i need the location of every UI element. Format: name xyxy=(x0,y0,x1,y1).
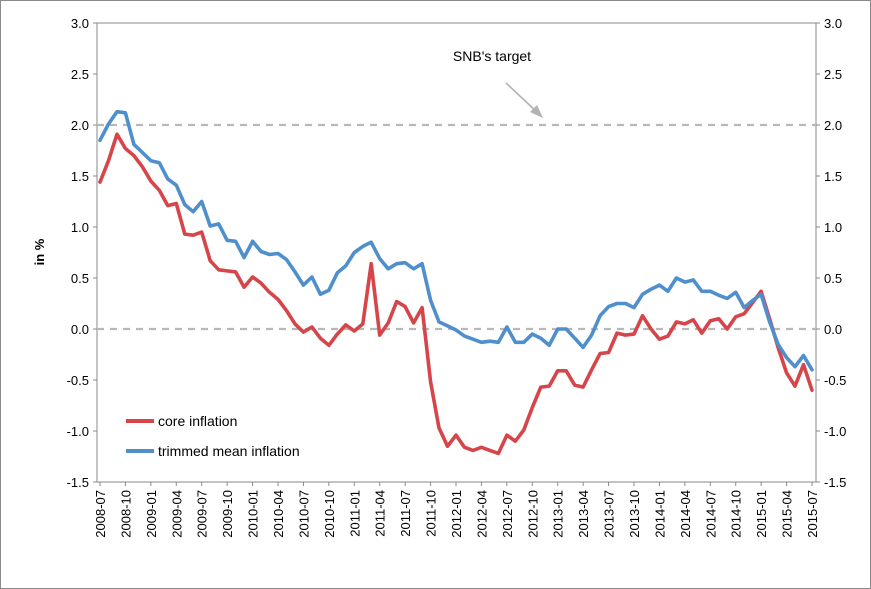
y-right-tick-label: -1.0 xyxy=(824,424,846,439)
x-tick-label: 2014-10 xyxy=(729,490,744,538)
y-left-tick-label: 1.5 xyxy=(71,169,89,184)
x-tick-label: 2011-04 xyxy=(373,490,388,537)
series-lines xyxy=(98,109,814,456)
y-left-tick-label: 2.0 xyxy=(71,118,89,133)
y-left-tick-label: 0.0 xyxy=(71,322,89,337)
y-right-tick-label: -0.5 xyxy=(824,373,846,388)
x-tick-label: 2014-01 xyxy=(652,490,667,538)
y-right-tick-label: 2.0 xyxy=(824,118,842,133)
x-tick-label: 2008-10 xyxy=(118,490,133,538)
y-left-tick-label: -0.5 xyxy=(67,373,89,388)
x-tick-label: 2009-07 xyxy=(195,490,210,538)
legend-label-core: core inflation xyxy=(158,413,237,429)
y-left-tick-label: -1.5 xyxy=(67,475,89,490)
y-left-tick-label: 1.0 xyxy=(71,220,89,235)
x-tick-label: 2010-10 xyxy=(322,490,337,538)
x-tick-label: 2014-04 xyxy=(678,490,693,538)
x-tick-label: 2015-07 xyxy=(805,490,820,538)
x-tick-label: 2012-04 xyxy=(474,490,489,538)
x-tick-label: 2013-10 xyxy=(627,490,642,538)
x-tick-label: 2015-04 xyxy=(780,490,795,538)
y-axis-left: 3.0 2.5 2.0 1.5 1.0 0.5 0.0 -0.5 -1.0 -1.5 xyxy=(67,16,97,490)
x-tick-label: 2009-01 xyxy=(144,490,159,538)
x-tick-label: 2009-04 xyxy=(169,490,184,538)
x-tick-label: 2010-07 xyxy=(296,490,311,538)
legend: core inflation trimmed mean inflation xyxy=(126,413,300,459)
x-tick-label: 2011-01 xyxy=(347,490,362,537)
annotation-text: SNB's target xyxy=(453,48,531,64)
y-left-tick-label: 0.5 xyxy=(71,271,89,286)
x-tick-label: 2012-01 xyxy=(449,490,464,538)
x-tick-label: 2015-01 xyxy=(754,490,769,538)
y-right-tick-label: 0.5 xyxy=(824,271,842,286)
x-tick-label: 2010-04 xyxy=(271,490,286,538)
y-right-tick-label: 0.0 xyxy=(824,322,842,337)
y-axis-label: in % xyxy=(32,238,47,265)
x-tick-label: 2009-10 xyxy=(220,490,235,538)
y-right-tick-label: -1.5 xyxy=(824,475,846,490)
x-axis: 2008-07 2008-10 2009-01 2009-04 2009-07 2009-… xyxy=(93,482,820,538)
y-axis-right: 3.0 2.5 2.0 1.5 1.0 0.5 0.0 -0.5 -1.0 -1.5 xyxy=(816,16,846,490)
x-tick-label: 2012-10 xyxy=(525,490,540,538)
x-tick-label: 2011-07 xyxy=(398,490,413,537)
x-tick-label: 2014-07 xyxy=(703,490,718,538)
x-tick-label: 2013-01 xyxy=(551,490,566,538)
x-tick-label: 2013-07 xyxy=(602,490,617,538)
x-tick-label: 2011-10 xyxy=(424,490,439,537)
y-left-tick-label: 3.0 xyxy=(71,16,89,31)
annotation-arrow-head xyxy=(530,105,543,118)
x-tick-label: 2008-07 xyxy=(93,490,108,538)
plot-area xyxy=(96,22,817,483)
y-right-tick-label: 2.5 xyxy=(824,67,842,82)
y-right-tick-label: 1.5 xyxy=(824,169,842,184)
x-tick-label: 2010-01 xyxy=(246,490,261,538)
y-right-tick-label: 1.0 xyxy=(824,220,842,235)
series-line-trimmed-mean-inflation xyxy=(98,109,814,372)
series-line-core-inflation xyxy=(98,132,814,456)
y-left-tick-label: -1.0 xyxy=(67,424,89,439)
reference-lines xyxy=(97,123,816,331)
x-tick-label: 2013-04 xyxy=(576,490,591,538)
x-tick-label: 2012-07 xyxy=(500,490,515,538)
legend-label-trimmed: trimmed mean inflation xyxy=(158,443,300,459)
y-right-tick-label: 3.0 xyxy=(824,16,842,31)
annotation-arrow-line xyxy=(505,82,539,114)
y-left-tick-label: 2.5 xyxy=(71,67,89,82)
